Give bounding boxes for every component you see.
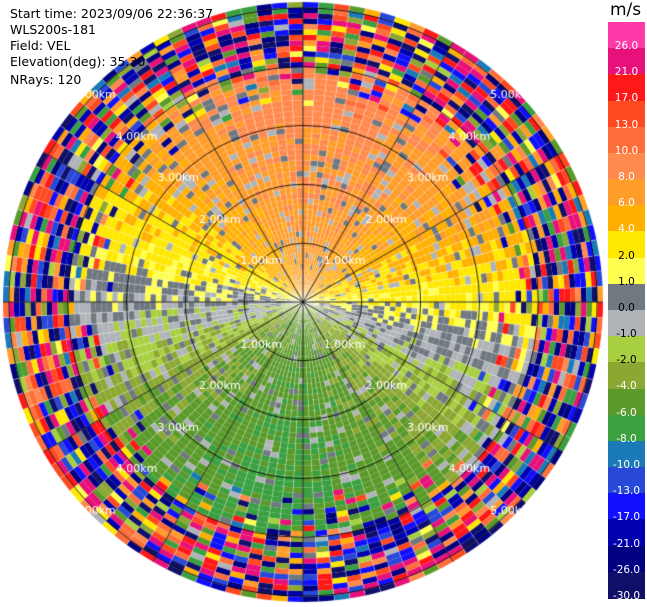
colorbar-segment — [608, 388, 645, 416]
colorbar-tick-label: 26.0 — [614, 40, 639, 53]
colorbar-tick-label: 17.0 — [614, 92, 639, 105]
colorbar-tick-label: 1.0 — [618, 275, 635, 288]
colorbar-segment — [608, 571, 645, 599]
colorbar-tick-label: -21.0 — [612, 537, 641, 550]
colorbar-tick-label: -6.0 — [616, 406, 637, 419]
colorbar-tick-label: -10.0 — [612, 459, 641, 471]
colorbar-segment — [608, 205, 645, 233]
colorbar-tick-label: 6.0 — [618, 197, 635, 210]
colorbar-tick-label: -13.0 — [612, 485, 641, 498]
nrays-label: NRays: 120 — [10, 72, 82, 87]
colorbar: 26.0 21.0 17.0 13.0 10.0 8.0 6.0 4.0 2.0 1.0 0.0 -1… — [608, 22, 645, 602]
colorbar-tick-label: 0.0 — [618, 301, 635, 314]
colorbar-segment — [608, 126, 645, 154]
colorbar-segment — [608, 545, 645, 573]
colorbar-segment — [608, 467, 645, 494]
colorbar-segment — [608, 231, 645, 259]
colorbar-segment — [608, 74, 645, 102]
colorbar-segment — [608, 22, 645, 49]
colorbar-unit: m/s — [610, 0, 642, 20]
instrument-label: WLS200s-181 — [10, 22, 96, 37]
colorbar-tick-label: -26.0 — [612, 563, 641, 576]
colorbar-segment — [608, 440, 645, 468]
start-time-label: Start time: 2023/09/06 22:36:37 — [10, 6, 214, 21]
colorbar-tick-label: -2.0 — [616, 354, 637, 367]
colorbar-segment — [608, 179, 645, 206]
field-label: Field: VEL — [10, 38, 71, 53]
colorbar-segment — [608, 414, 645, 442]
colorbar-segment — [608, 519, 645, 547]
colorbar-segment — [608, 152, 645, 180]
colorbar-tick-label: 13.0 — [614, 118, 639, 131]
colorbar-segment — [608, 493, 645, 521]
colorbar-tick-label: -30.0 — [612, 589, 641, 602]
colorbar-segment — [608, 336, 645, 363]
colorbar-tick-label: 2.0 — [618, 249, 635, 262]
colorbar-tick-label: -17.0 — [612, 511, 641, 524]
colorbar-tick-label: 10.0 — [614, 144, 639, 157]
colorbar-segment — [608, 362, 645, 390]
colorbar-tick-label: 8.0 — [618, 171, 635, 183]
elevation-label: Elevation(deg): 35.30 — [10, 54, 146, 69]
colorbar-segment — [608, 310, 645, 337]
colorbar-tick-label: -4.0 — [616, 380, 637, 393]
colorbar-segment — [608, 100, 645, 128]
colorbar-tick-label: 4.0 — [618, 223, 635, 236]
colorbar-segment — [608, 283, 645, 311]
colorbar-tick-label: -1.0 — [616, 328, 637, 341]
colorbar-segment — [608, 257, 645, 285]
colorbar-segment — [608, 48, 645, 75]
colorbar-tick-label: -8.0 — [616, 432, 637, 445]
colorbar-tick-label: 21.0 — [614, 66, 639, 79]
